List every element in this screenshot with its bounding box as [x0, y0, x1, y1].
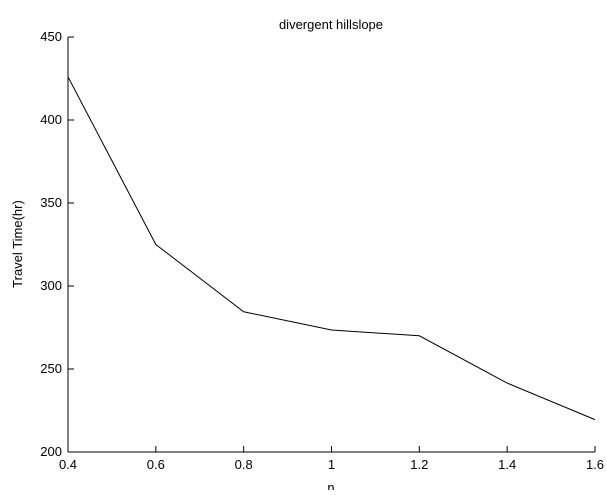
y-axis-label: Travel Time(hr) — [10, 200, 25, 288]
x-tick-label: 1.4 — [498, 457, 516, 472]
series-line — [67, 76, 596, 421]
y-tick-label: 200 — [40, 444, 62, 459]
chart-title: divergent hillslope — [279, 17, 383, 32]
x-tick-label: 0.6 — [147, 457, 165, 472]
x-tick-label: 1.6 — [586, 457, 604, 472]
y-tick-label: 250 — [40, 361, 62, 376]
x-tick-label: 0.8 — [235, 457, 253, 472]
y-tick-label: 350 — [40, 195, 62, 210]
x-tick-label: 0.4 — [59, 457, 77, 472]
series-layer — [67, 76, 596, 421]
x-axis-label: n — [327, 480, 334, 490]
x-ticks: 0.4 0.6 0.8 1 1.2 1.4 1.6 — [59, 446, 604, 472]
y-ticks: 200 250 300 350 400 450 — [40, 29, 74, 459]
x-tick-label: 1.2 — [410, 457, 428, 472]
y-tick-label: 400 — [40, 112, 62, 127]
y-tick-label: 450 — [40, 29, 62, 44]
x-tick-label: 1 — [328, 457, 335, 472]
y-tick-label: 300 — [40, 278, 62, 293]
